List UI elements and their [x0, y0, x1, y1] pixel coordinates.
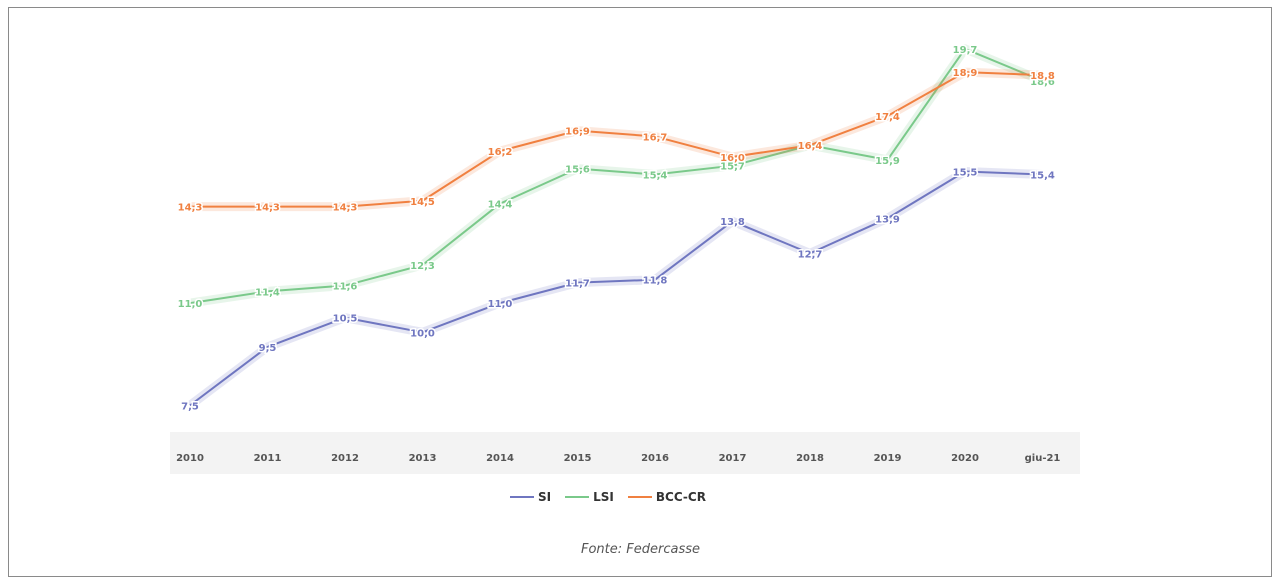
data-label: 10,5 [333, 314, 358, 325]
data-label: 12,7 [798, 249, 823, 260]
x-tick-label: 2020 [951, 453, 979, 464]
data-label: 14,3 [333, 203, 358, 214]
data-label: 16,7 [643, 132, 668, 143]
data-label: 10,0 [410, 328, 435, 339]
data-label: 16,0 [720, 153, 745, 164]
legend-item-si: SI [510, 490, 551, 504]
x-tick-label: 2012 [331, 453, 359, 464]
series-line [189, 170, 1043, 407]
data-label: 16,4 [798, 141, 823, 152]
legend-label: SI [538, 490, 552, 504]
data-label: 18,6 [1030, 77, 1055, 88]
data-label: 15,6 [565, 165, 590, 176]
x-axis-band [170, 432, 1080, 474]
x-tick-label: 2016 [641, 453, 669, 464]
data-label: 15,4 [643, 170, 668, 181]
data-label: 14,4 [488, 200, 513, 211]
x-tick-label: 2013 [409, 453, 437, 464]
series-line-glow [190, 67, 1043, 212]
data-label: 18,8 [1030, 71, 1055, 82]
data-label: 13,8 [720, 217, 745, 228]
x-tick-label: 2018 [796, 453, 824, 464]
data-label: 19,7 [953, 45, 978, 56]
data-label: 14,3 [178, 203, 203, 214]
legend-swatch [627, 496, 652, 498]
x-tick-label: 2014 [486, 453, 514, 464]
data-label: 11,6 [333, 282, 358, 293]
series-line [189, 47, 1043, 305]
data-label: 14,3 [255, 203, 280, 214]
legend-label: LSI [593, 490, 614, 504]
legend: SI LSI BCC-CR [510, 486, 720, 508]
data-label: 12,3 [410, 261, 435, 272]
series-si: 7,5 9,5 10,5 10,0 11,0 11,7 11,8 13,8 12,7 13,9 15… [180, 166, 1057, 414]
data-label: 7,5 [181, 401, 199, 412]
legend-item-bcc-cr: BCC-CR [627, 490, 706, 504]
legend-item-lsi: LSI [565, 490, 614, 504]
series-bcc-cr: 14,3 14,3 14,3 14,5 16,2 16,9 16,7 16,0 16,4 17,4… [176, 67, 1056, 215]
series-line [190, 71, 1043, 208]
data-label: 13,9 [875, 214, 900, 225]
data-label: 11,0 [178, 299, 203, 310]
source-caption: Fonte: Federcasse [580, 542, 700, 557]
x-tick-label: giu-21 [1025, 453, 1061, 464]
data-label: 11,0 [488, 299, 513, 310]
legend-label: BCC-CR [655, 490, 706, 504]
series-lsi: 11,0 11,4 11,6 12,3 14,4 15,6 15,4 15,7 16,4 15,9… [176, 43, 1056, 311]
legend-swatch [510, 496, 534, 498]
data-label: 15,5 [953, 168, 978, 179]
data-label: 15,9 [875, 156, 900, 167]
data-label: 16,2 [488, 147, 513, 158]
data-label: 15,4 [1030, 170, 1055, 181]
series-line-glow [189, 44, 1045, 308]
data-label: 16,9 [565, 127, 590, 138]
data-label: 17,4 [875, 112, 900, 123]
x-tick-label: 2019 [874, 453, 902, 464]
x-tick-label: 2010 [176, 453, 204, 464]
data-label: 11,7 [565, 279, 590, 290]
data-label: 15,7 [720, 162, 745, 173]
data-label: 11,8 [643, 276, 668, 287]
data-label: 9,5 [259, 343, 277, 354]
data-label: 18,9 [953, 68, 978, 79]
x-tick-label: 2015 [564, 453, 592, 464]
series-layer: 7,5 9,5 10,5 10,0 11,0 11,7 11,8 13,8 12,7 13,9 15… [176, 43, 1057, 414]
x-tick-label: 2011 [254, 453, 282, 464]
x-axis-labels: 2010 2011 2012 2013 2014 2015 2016 2017 2018 2019… [176, 453, 1060, 464]
chart-frame [8, 7, 1272, 577]
data-label: 14,5 [410, 197, 435, 208]
data-label: 11,4 [255, 287, 280, 298]
x-tick-label: 2017 [719, 453, 747, 464]
legend-swatch [565, 496, 590, 498]
